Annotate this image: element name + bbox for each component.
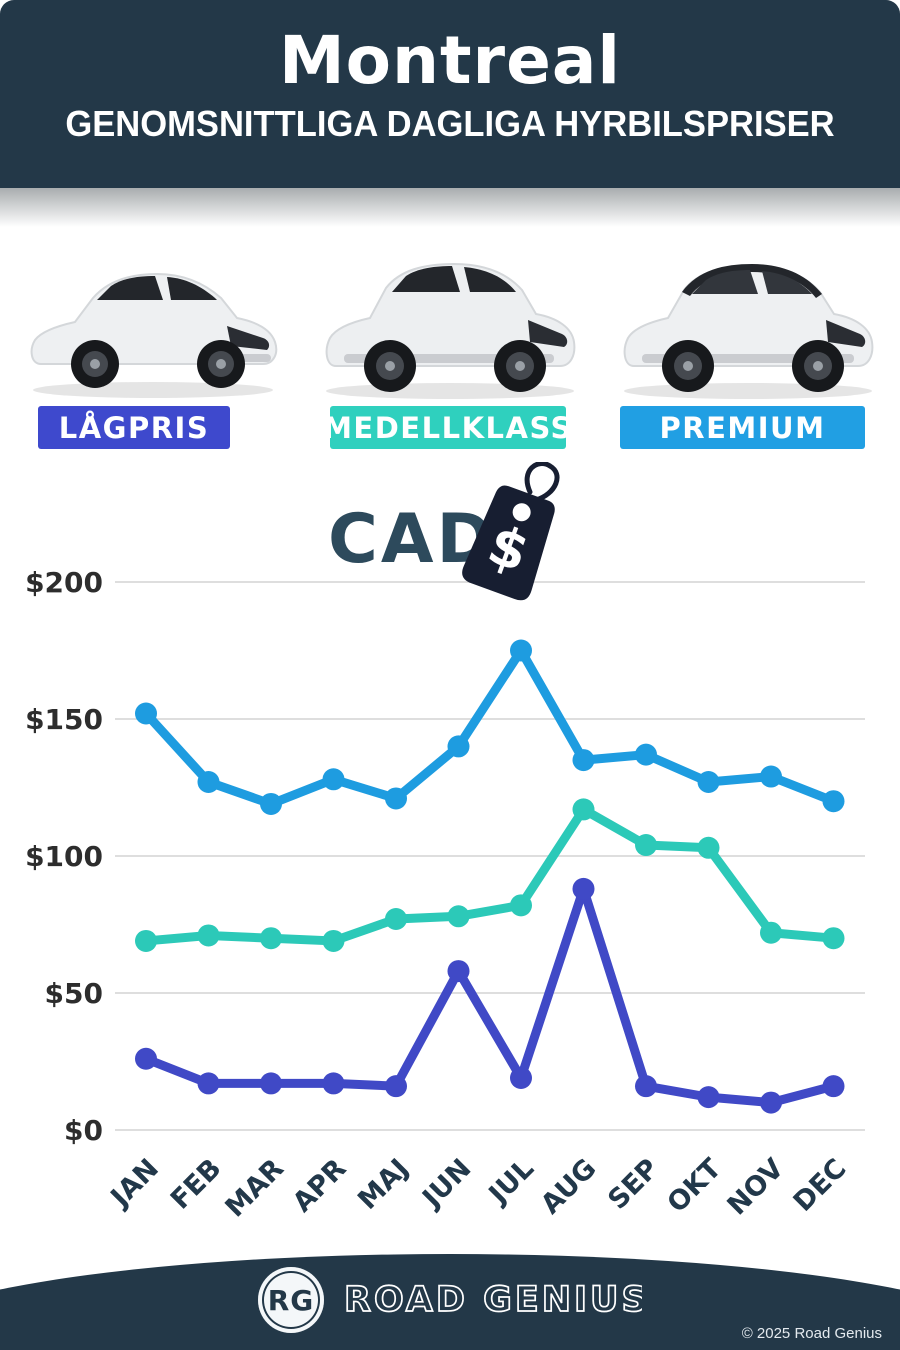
data-point-premium: [447, 735, 470, 758]
banner-premium: PREMIUM: [620, 406, 865, 449]
page-title: Montreal: [278, 22, 622, 99]
x-axis-label: AUG: [535, 1153, 602, 1220]
data-point-lågpris: [510, 1066, 532, 1089]
data-point-medellklass: [197, 924, 220, 947]
midrange-car-image: [308, 234, 593, 402]
y-axis-label: $0: [64, 1114, 103, 1147]
header: Montreal GENOMSNITTLIGA DAGLIGA HYRBILSP…: [0, 0, 900, 188]
data-point-medellklass: [822, 927, 845, 950]
category-banners: LÅGPRIS MEDELLKLASS PREMIUM: [0, 406, 900, 450]
data-point-lågpris: [697, 1086, 720, 1109]
data-point-medellklass: [510, 894, 532, 917]
car-images-row: [0, 234, 900, 402]
data-point-premium: [197, 771, 220, 794]
brand-name: ROAD GENIUS: [343, 1279, 642, 1321]
data-point-premium: [822, 790, 845, 813]
data-point-premium: [322, 768, 345, 791]
data-point-medellklass: [697, 836, 720, 859]
header-shadow: [0, 188, 900, 234]
x-axis-label: FEB: [165, 1153, 228, 1216]
data-point-premium: [260, 792, 282, 815]
footer: [0, 1254, 900, 1350]
hatchback-car-icon: [30, 272, 277, 398]
banner-lagpris: LÅGPRIS: [38, 406, 230, 449]
data-point-lågpris: [385, 1075, 407, 1098]
y-axis-label: $200: [25, 566, 103, 599]
currency-block: CAD $: [0, 462, 900, 622]
data-point-medellklass: [135, 929, 157, 952]
logo-initials: RG: [267, 1283, 315, 1317]
road-genius-logo-icon: RG: [258, 1267, 324, 1333]
y-axis-label: $50: [45, 977, 103, 1010]
x-axis-label: SEP: [602, 1153, 665, 1216]
page-subtitle: GENOMSNITTLIGA DAGLIGA HYRBILSPRISER: [65, 103, 835, 144]
y-axis-label: $150: [25, 703, 103, 736]
data-point-premium: [135, 702, 157, 725]
data-point-medellklass: [322, 929, 345, 952]
series-line-premium: [141, 646, 838, 809]
series-line-lågpris: [141, 884, 838, 1108]
data-point-premium: [760, 765, 782, 788]
data-point-medellklass: [760, 921, 782, 944]
budget-car-image: [10, 234, 295, 402]
x-axis-label: NOV: [722, 1153, 790, 1221]
x-axis-label: JAN: [104, 1153, 165, 1214]
data-point-lågpris: [260, 1072, 282, 1095]
data-point-lågpris: [822, 1075, 845, 1098]
premium-car-image: [605, 234, 890, 402]
data-point-medellklass: [572, 798, 595, 821]
data-point-premium: [697, 771, 720, 794]
data-point-premium: [572, 749, 595, 772]
luxury-suv-car-icon: [623, 264, 873, 399]
x-axis-label: APR: [287, 1153, 353, 1219]
x-axis-label: MAJ: [352, 1153, 415, 1216]
x-axis-label: DEC: [788, 1153, 853, 1218]
series-line-medellklass: [141, 804, 838, 946]
price-tag-icon: $: [462, 462, 560, 601]
x-axis-label: OKT: [661, 1153, 727, 1219]
data-point-lågpris: [197, 1072, 220, 1095]
data-point-lågpris: [572, 877, 595, 900]
copyright: © 2025 Road Genius: [741, 1325, 882, 1342]
data-point-premium: [635, 743, 657, 766]
banner-medellklass-label: MEDELLKLASS: [323, 410, 573, 445]
y-axis-label: $100: [25, 840, 103, 873]
data-point-lågpris: [760, 1091, 782, 1114]
x-axis-label: JUL: [482, 1153, 540, 1211]
x-axis-label: JUN: [416, 1153, 478, 1215]
brand-name-text: ROAD GENIUS: [344, 1280, 642, 1320]
data-point-medellklass: [260, 927, 282, 950]
data-point-lågpris: [135, 1047, 157, 1070]
banner-premium-label: PREMIUM: [659, 410, 826, 445]
data-point-premium: [385, 787, 407, 810]
data-point-medellklass: [385, 908, 407, 931]
data-point-medellklass: [447, 905, 470, 928]
data-point-medellklass: [635, 834, 657, 857]
banner-lagpris-label: LÅGPRIS: [58, 410, 210, 445]
data-point-premium: [510, 639, 532, 662]
data-point-lågpris: [322, 1072, 345, 1095]
suv-car-icon: [325, 262, 576, 399]
footer-logo-row: RG ROAD GENIUS: [0, 1264, 900, 1336]
data-point-lågpris: [447, 960, 470, 983]
data-point-lågpris: [635, 1075, 657, 1098]
x-axis-label: MAR: [220, 1153, 291, 1221]
banner-medellklass: MEDELLKLASS: [323, 406, 571, 449]
